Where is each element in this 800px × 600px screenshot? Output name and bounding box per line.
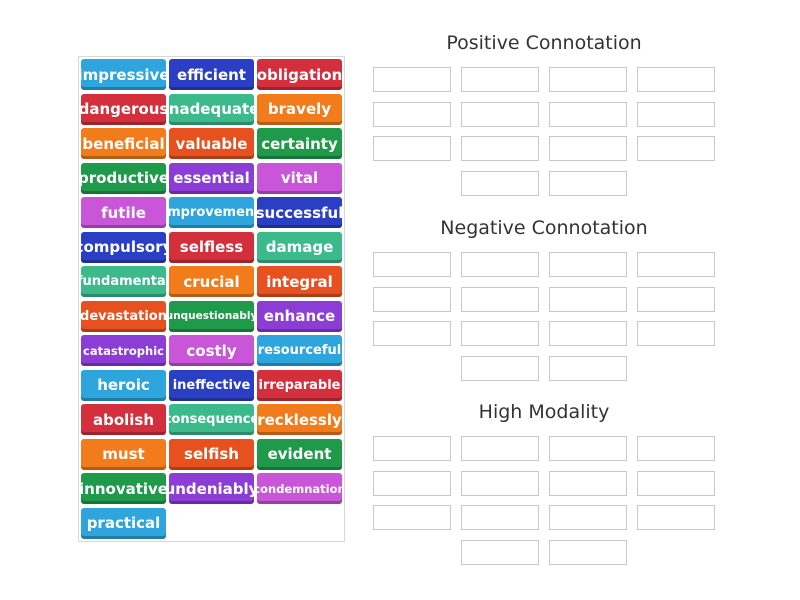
- word-tile[interactable]: devastation: [81, 300, 166, 332]
- drop-slot[interactable]: [549, 321, 627, 347]
- word-tile[interactable]: catastrophic: [81, 335, 166, 366]
- drop-slot[interactable]: [373, 252, 451, 277]
- drop-slot[interactable]: [549, 136, 627, 162]
- drop-slot[interactable]: [373, 321, 451, 347]
- word-tile[interactable]: inadequate: [169, 93, 254, 125]
- word-tile[interactable]: resourceful: [257, 335, 342, 366]
- word-tile[interactable]: impressive: [81, 59, 166, 90]
- word-tile[interactable]: selfish: [169, 438, 254, 470]
- word-tile[interactable]: bravely: [257, 93, 342, 125]
- drop-slot[interactable]: [373, 67, 451, 92]
- group-title: Positive Connotation: [446, 32, 642, 54]
- drop-slot[interactable]: [637, 252, 715, 277]
- drop-slot[interactable]: [373, 505, 451, 531]
- word-tile[interactable]: innovative: [81, 473, 166, 504]
- word-tile[interactable]: unquestionably: [169, 300, 254, 332]
- word-tile[interactable]: ineffective: [169, 369, 254, 401]
- drop-slot[interactable]: [461, 252, 539, 277]
- drop-slot[interactable]: [549, 252, 627, 277]
- drop-slot[interactable]: [637, 136, 715, 162]
- word-tile[interactable]: certainty: [257, 128, 342, 159]
- drop-slot[interactable]: [373, 101, 451, 127]
- word-tile[interactable]: abolish: [81, 404, 166, 435]
- word-tile[interactable]: productive: [81, 162, 166, 194]
- word-tile[interactable]: consequence: [169, 404, 254, 435]
- word-tile[interactable]: evident: [257, 438, 342, 470]
- tile-panel: impressiveefficientobligationdangerousin…: [78, 56, 345, 542]
- drop-slot[interactable]: [549, 470, 627, 496]
- word-tile[interactable]: obligation: [257, 59, 342, 90]
- word-tile[interactable]: must: [81, 438, 166, 470]
- word-tile[interactable]: costly: [169, 335, 254, 366]
- word-tile[interactable]: essential: [169, 162, 254, 194]
- drop-slot[interactable]: [637, 470, 715, 496]
- drop-slot[interactable]: [549, 67, 627, 92]
- word-tile[interactable]: fundamental: [81, 266, 166, 297]
- word-tile[interactable]: enhance: [257, 300, 342, 332]
- drop-slot[interactable]: [461, 286, 539, 312]
- drop-slot[interactable]: [637, 101, 715, 127]
- word-tile[interactable]: successful: [257, 197, 342, 228]
- drop-slot[interactable]: [549, 286, 627, 312]
- word-tile[interactable]: practical: [81, 507, 166, 539]
- drop-slot[interactable]: [461, 67, 539, 92]
- word-tile[interactable]: vital: [257, 162, 342, 194]
- word-tile[interactable]: recklessly: [257, 404, 342, 435]
- word-tile[interactable]: dangerous: [81, 93, 166, 125]
- drop-slot[interactable]: [461, 436, 539, 461]
- drop-slot[interactable]: [461, 540, 539, 566]
- word-tile[interactable]: heroic: [81, 369, 166, 401]
- drop-slot[interactable]: [373, 286, 451, 312]
- word-tile[interactable]: irreparable: [257, 369, 342, 401]
- word-tile[interactable]: valuable: [169, 128, 254, 159]
- drop-slot[interactable]: [461, 505, 539, 531]
- drop-slot[interactable]: [461, 470, 539, 496]
- word-tile[interactable]: damage: [257, 231, 342, 263]
- drop-slot[interactable]: [637, 505, 715, 531]
- word-tile[interactable]: futile: [81, 197, 166, 228]
- word-tile[interactable]: crucial: [169, 266, 254, 297]
- drop-slot[interactable]: [373, 136, 451, 162]
- group-title: Negative Connotation: [440, 217, 648, 239]
- drop-slot[interactable]: [461, 101, 539, 127]
- word-tile[interactable]: undeniably: [169, 473, 254, 504]
- word-tile[interactable]: condemnation: [257, 473, 342, 504]
- drop-slot[interactable]: [549, 540, 627, 566]
- drop-slot[interactable]: [549, 356, 627, 382]
- word-tile[interactable]: improvement: [169, 197, 254, 228]
- drop-slot[interactable]: [373, 470, 451, 496]
- group-title: High Modality: [478, 401, 610, 423]
- drop-slot[interactable]: [461, 171, 539, 197]
- drop-slot[interactable]: [549, 101, 627, 127]
- drop-slot[interactable]: [637, 286, 715, 312]
- drop-slot[interactable]: [373, 436, 451, 461]
- drop-slot[interactable]: [637, 321, 715, 347]
- drop-slot[interactable]: [461, 321, 539, 347]
- drop-slot[interactable]: [637, 436, 715, 461]
- word-tile[interactable]: compulsory: [81, 231, 166, 263]
- drop-slot[interactable]: [549, 505, 627, 531]
- drop-slot[interactable]: [461, 356, 539, 382]
- word-tile[interactable]: efficient: [169, 59, 254, 90]
- drop-slot[interactable]: [549, 436, 627, 461]
- drop-slot[interactable]: [461, 136, 539, 162]
- drop-slot[interactable]: [549, 171, 627, 197]
- word-tile[interactable]: beneficial: [81, 128, 166, 159]
- word-tile[interactable]: selfless: [169, 231, 254, 263]
- drop-slot[interactable]: [637, 67, 715, 92]
- word-tile[interactable]: integral: [257, 266, 342, 297]
